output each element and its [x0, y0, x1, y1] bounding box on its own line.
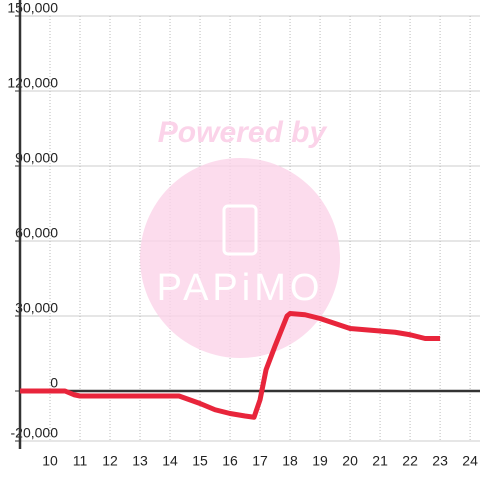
line-series: [20, 311, 441, 420]
x-tick-label: 13: [132, 453, 148, 469]
y-tick-label: 30,000: [15, 300, 58, 316]
y-tick-label: 90,000: [15, 150, 58, 166]
y-tick-label: 0: [50, 375, 58, 391]
x-tick-label: 23: [432, 453, 448, 469]
x-tick-label: 16: [222, 453, 238, 469]
x-tick-label: 15: [192, 453, 208, 469]
watermark-circle: [140, 158, 340, 358]
x-tick-label: 10: [42, 453, 58, 469]
x-tick-label: 17: [252, 453, 268, 469]
x-tick-label: 11: [73, 453, 88, 469]
x-tick-label: 20: [342, 453, 358, 469]
watermark-text: Powered by: [158, 116, 328, 149]
x-tick-label: 22: [402, 453, 418, 469]
x-tick-label: 19: [312, 453, 328, 469]
x-tick-label: 14: [162, 453, 178, 469]
y-tick-label: -20,000: [11, 425, 59, 441]
x-tick-label: 24: [462, 453, 478, 469]
x-tick-label: 21: [372, 453, 388, 469]
x-tick-label: 18: [282, 453, 298, 469]
watermark-logo: PAPiMO: [157, 267, 324, 309]
y-tick-label: 150,000: [7, 0, 58, 16]
watermark-icon: [222, 204, 258, 256]
x-tick-label: 12: [102, 453, 118, 469]
y-tick-label: 60,000: [15, 225, 58, 241]
y-tick-label: 120,000: [7, 75, 58, 91]
